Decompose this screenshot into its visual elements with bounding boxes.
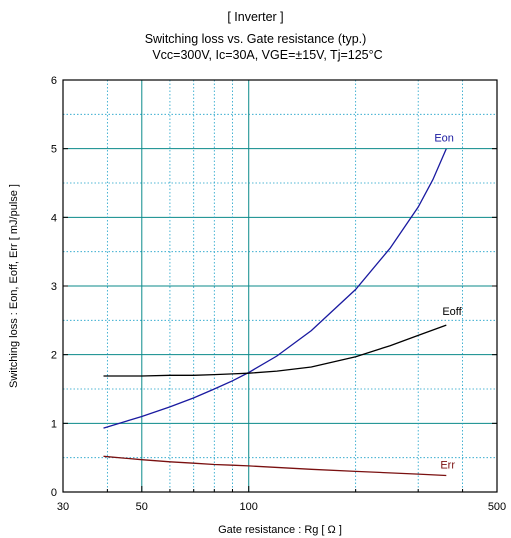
y-tick-label: 1 (51, 418, 57, 430)
chart-subtitle: Switching loss vs. Gate resistance (typ.… (144, 32, 367, 46)
x-tick-label: 30 (57, 501, 69, 513)
chart-title: [ Inverter ] (227, 10, 284, 24)
tick-layer: 0 1 2 3 4 5 6 30 50 100 500 (51, 75, 506, 513)
y-tick-label: 2 (51, 350, 57, 362)
y-tick-label: 4 (51, 212, 57, 224)
x-axis-label: Gate resistance : Rg [ Ω ] (218, 524, 342, 536)
series-label-err: Err (440, 460, 455, 472)
series-line-err (103, 455, 447, 477)
y-tick-label: 0 (51, 487, 57, 499)
grid (63, 80, 497, 492)
x-tick-label: 500 (488, 501, 506, 513)
y-tick-label: 5 (51, 144, 57, 156)
x-tick-label: 50 (136, 501, 148, 513)
chart-conditions: Vcc=300V, Ic=30A, VGE=±15V, Tj=125°C (152, 48, 383, 62)
series-label-eon: Eon (434, 133, 454, 145)
x-tick-label: 100 (240, 501, 258, 513)
series-label-eoff: Eoff (442, 306, 462, 318)
series-line-eoff (103, 324, 447, 377)
series-labels: Eon Eoff Err (434, 133, 462, 472)
y-tick-label: 6 (51, 75, 57, 87)
y-tick-label: 3 (51, 281, 57, 293)
series-line-eon (103, 148, 447, 429)
y-axis-label: Switching loss : Eon, Eoff, Err [ mJ/pul… (8, 184, 20, 388)
series-layer (103, 148, 447, 477)
